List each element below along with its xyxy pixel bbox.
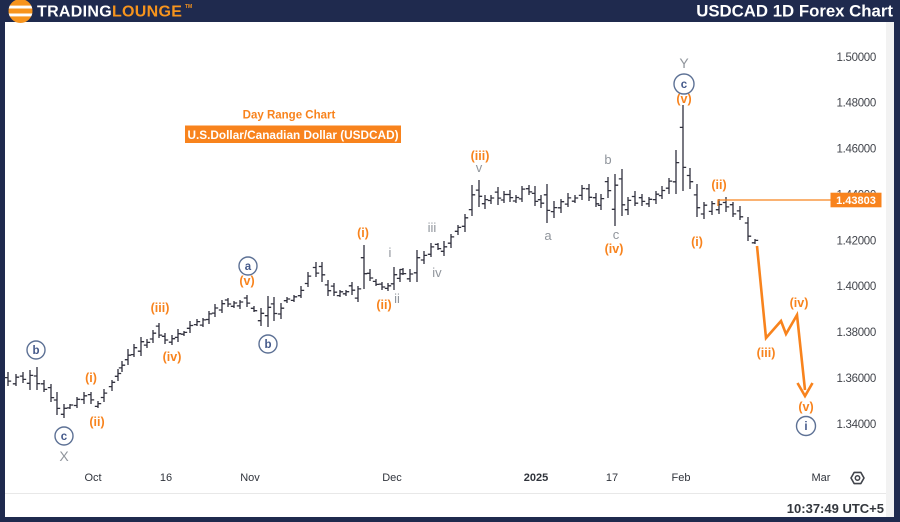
svg-text:1.36000: 1.36000 bbox=[837, 373, 876, 385]
svg-text:10:37:49 UTC+5: 10:37:49 UTC+5 bbox=[787, 501, 884, 516]
svg-text:(ii): (ii) bbox=[89, 415, 104, 429]
svg-text:1.46000: 1.46000 bbox=[837, 144, 876, 156]
svg-text:c: c bbox=[681, 79, 688, 91]
svg-text:(iii): (iii) bbox=[151, 301, 170, 315]
svg-text:16: 16 bbox=[160, 472, 172, 484]
svg-text:(iii): (iii) bbox=[471, 149, 490, 163]
svg-text:i: i bbox=[804, 421, 807, 433]
svg-text:(i): (i) bbox=[357, 226, 369, 240]
svg-text:Nov: Nov bbox=[240, 472, 260, 484]
svg-text:(i): (i) bbox=[691, 235, 703, 249]
svg-text:v: v bbox=[476, 160, 483, 175]
svg-text:1.38000: 1.38000 bbox=[837, 327, 876, 339]
svg-text:(v): (v) bbox=[798, 400, 813, 414]
svg-text:(ii): (ii) bbox=[376, 298, 391, 312]
svg-text:(ii): (ii) bbox=[711, 178, 726, 192]
svg-text:c: c bbox=[61, 431, 68, 443]
svg-text:2025: 2025 bbox=[524, 472, 548, 484]
svg-text:1.34000: 1.34000 bbox=[837, 419, 876, 431]
svg-text:b: b bbox=[264, 339, 271, 351]
svg-text:b: b bbox=[32, 345, 39, 357]
svg-text:Day Range Chart: Day Range Chart bbox=[243, 110, 336, 122]
svg-text:c: c bbox=[613, 227, 620, 242]
svg-text:(iv): (iv) bbox=[790, 296, 809, 310]
svg-text:1.42000: 1.42000 bbox=[837, 235, 876, 247]
svg-text:a: a bbox=[245, 261, 252, 273]
svg-text:TM: TM bbox=[185, 4, 192, 10]
svg-text:U.S.Dollar/Canadian Dollar (US: U.S.Dollar/Canadian Dollar (USDCAD) bbox=[187, 128, 398, 142]
svg-text:ii: ii bbox=[394, 291, 400, 306]
svg-text:Y: Y bbox=[679, 55, 689, 71]
svg-text:Mar: Mar bbox=[812, 472, 831, 484]
svg-text:1.50000: 1.50000 bbox=[837, 52, 876, 64]
svg-text:a: a bbox=[544, 228, 552, 243]
svg-text:(iv): (iv) bbox=[163, 350, 182, 364]
svg-text:iv: iv bbox=[432, 265, 442, 280]
svg-text:Feb: Feb bbox=[672, 472, 691, 484]
svg-text:1.43803: 1.43803 bbox=[836, 195, 876, 207]
svg-text:TRADINGLOUNGE: TRADINGLOUNGE bbox=[37, 4, 182, 21]
svg-text:i: i bbox=[389, 245, 392, 260]
svg-text:(iii): (iii) bbox=[757, 346, 776, 360]
svg-text:Oct: Oct bbox=[84, 472, 101, 484]
svg-text:17: 17 bbox=[606, 472, 618, 484]
svg-text:(v): (v) bbox=[676, 92, 691, 106]
svg-text:(i): (i) bbox=[85, 371, 97, 385]
svg-text:(iv): (iv) bbox=[605, 242, 624, 256]
svg-text:USDCAD 1D Forex Chart: USDCAD 1D Forex Chart bbox=[696, 2, 893, 21]
svg-text:iii: iii bbox=[428, 220, 437, 235]
svg-text:b: b bbox=[604, 152, 611, 167]
svg-text:(v): (v) bbox=[239, 274, 254, 288]
svg-text:1.40000: 1.40000 bbox=[837, 281, 876, 293]
svg-text:1.48000: 1.48000 bbox=[837, 98, 876, 110]
svg-text:X: X bbox=[59, 448, 69, 464]
svg-text:Dec: Dec bbox=[382, 472, 402, 484]
